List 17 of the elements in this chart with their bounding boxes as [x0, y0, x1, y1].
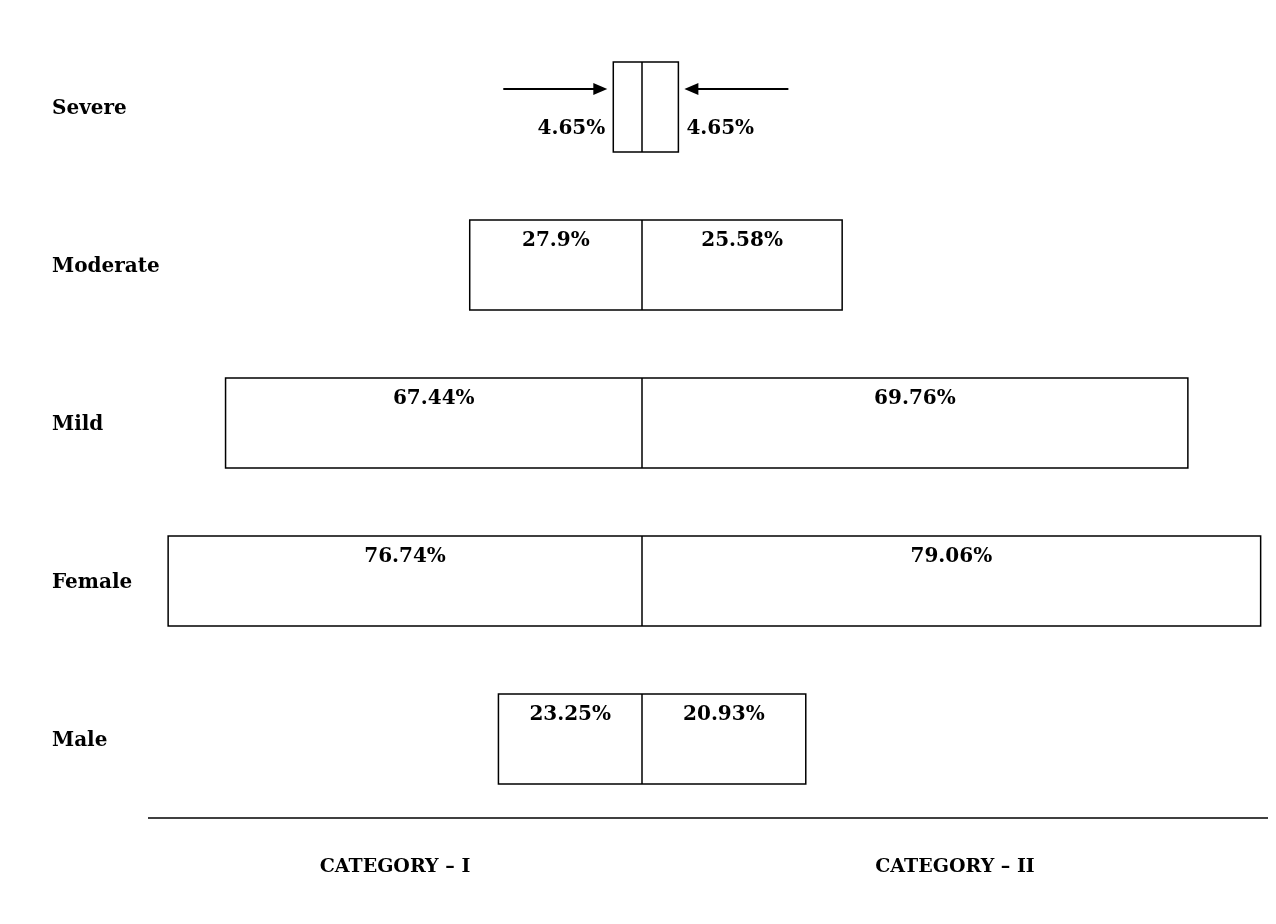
- data-label: 27.9%: [522, 227, 590, 251]
- data-label: 20.93%: [683, 701, 765, 725]
- x-axis-title: CATEGORY – I: [319, 854, 471, 876]
- x-axis-title: CATEGORY – II: [875, 854, 1035, 876]
- data-label: 76.74%: [364, 543, 446, 567]
- y-tick-label: Male: [52, 727, 108, 752]
- y-tick-label: Female: [52, 569, 133, 594]
- y-tick-label: Severe: [52, 95, 127, 120]
- y-tick-label: Mild: [52, 411, 104, 436]
- data-label: 4.65%: [686, 115, 755, 139]
- data-label: 23.25%: [529, 701, 612, 725]
- data-label: 79.06%: [910, 543, 993, 567]
- data-label: 4.65%: [537, 115, 606, 139]
- y-tick-label: Moderate: [52, 253, 160, 278]
- data-label: 67.44%: [392, 385, 475, 409]
- data-label: 25.58%: [701, 227, 783, 251]
- data-label: 69.76%: [874, 385, 956, 409]
